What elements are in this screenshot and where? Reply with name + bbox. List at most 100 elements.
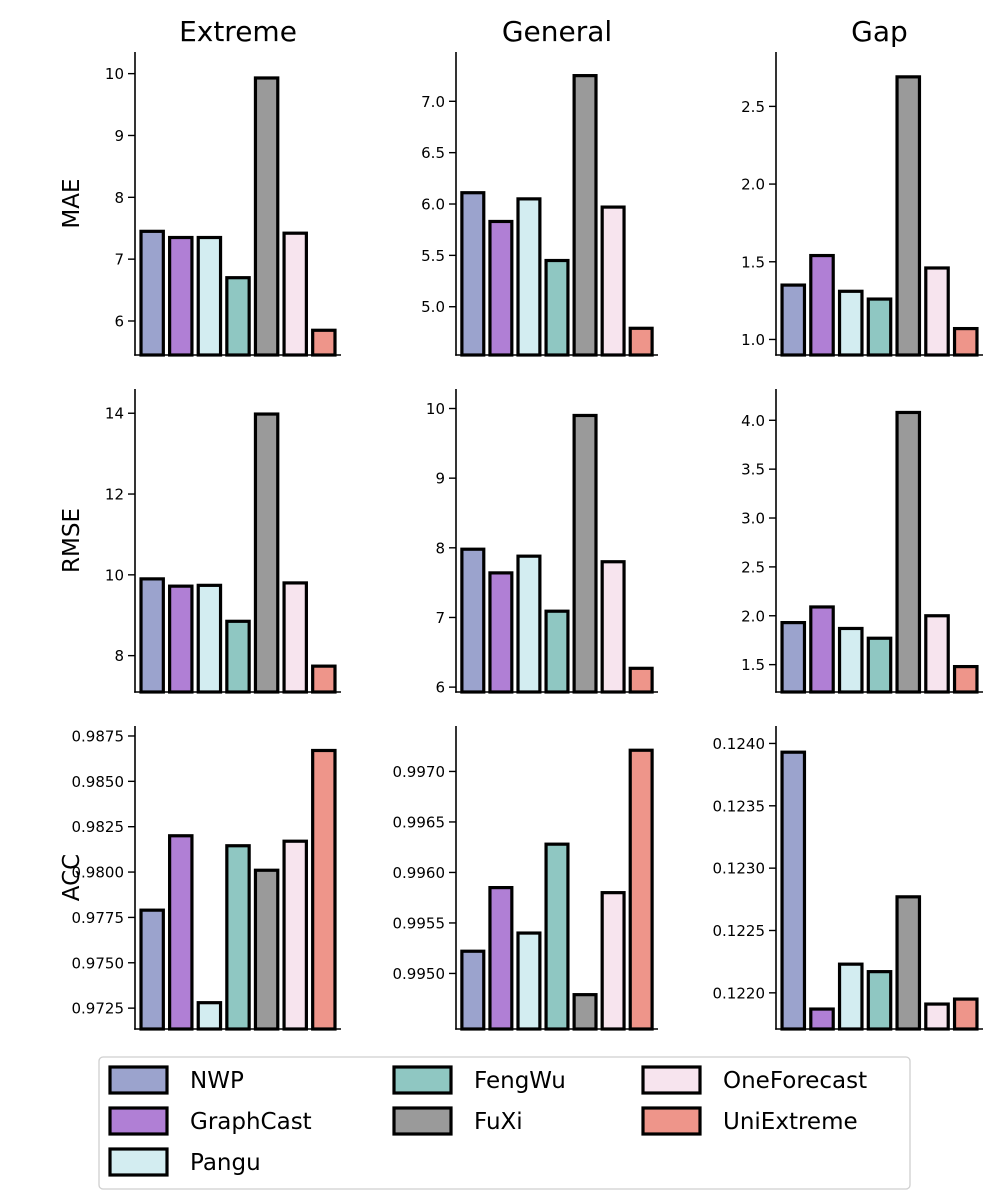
bar-uniextreme xyxy=(311,328,337,357)
subplot-acc-extreme: 0.9725 0.9750 0.9775 0.9800 0.9825 0.9850 0.98… xyxy=(59,726,341,1031)
y-tick-label: 3.5 xyxy=(741,461,765,479)
bar-uniextreme xyxy=(311,664,337,694)
bar-nwp xyxy=(139,229,165,357)
bar-fengwu xyxy=(866,297,893,357)
bar-fengwu xyxy=(225,844,251,1031)
y-tick-label: 0.9955 xyxy=(393,914,446,932)
bar-uniextreme xyxy=(952,326,979,357)
y-tick-label: 8 xyxy=(114,189,124,207)
bar-pangu xyxy=(516,554,542,694)
y-tick-label: 9 xyxy=(114,127,124,145)
bar-nwp xyxy=(460,191,486,357)
bar-fengwu xyxy=(544,258,570,357)
y-tick-label: 6.5 xyxy=(421,144,445,162)
bar-uniextreme xyxy=(952,664,979,694)
bar-uniextreme xyxy=(952,997,979,1031)
bar-graphcast xyxy=(168,834,194,1031)
y-tick-label: 7 xyxy=(114,251,124,269)
bar-pangu xyxy=(196,235,223,357)
bar-fengwu xyxy=(225,619,251,694)
bar-uniextreme xyxy=(311,748,337,1031)
bar-pangu xyxy=(516,931,542,1031)
bar-oneforecast xyxy=(600,205,626,357)
bar-nwp xyxy=(460,949,486,1031)
bar-fengwu xyxy=(866,636,893,694)
subplot-acc-general: 0.9950 0.9955 0.9960 0.9965 0.9970 xyxy=(393,726,658,1031)
y-tick-label: 0.9825 xyxy=(72,818,125,836)
y-tick-label: 10 xyxy=(105,566,124,584)
y-tick-label: 0.1230 xyxy=(713,860,766,878)
bar-oneforecast xyxy=(282,581,308,694)
subplot-mae-gap: 1.0 1.5 2.0 2.5 Gap xyxy=(741,15,983,357)
bar-graphcast xyxy=(488,885,514,1031)
bar-nwp xyxy=(780,283,807,357)
y-tick-label: 0.1220 xyxy=(713,984,766,1002)
y-tick-label: 7.0 xyxy=(421,93,445,111)
y-tick-label: 3.0 xyxy=(741,510,765,528)
subplot-mae-extreme: 6 7 8 9 10 Extreme MAE xyxy=(59,15,341,357)
bar-pangu xyxy=(837,962,864,1031)
column-title: Gap xyxy=(851,15,908,48)
bar-fuxi xyxy=(253,868,280,1031)
y-tick-label: 9 xyxy=(435,470,445,488)
subplot-rmse-extreme: 8 10 12 14 RMSE xyxy=(59,389,341,694)
bar-fuxi xyxy=(572,993,598,1031)
y-tick-label: 2.0 xyxy=(741,607,765,625)
bar-fengwu xyxy=(225,276,251,357)
subplot-acc-gap: 0.1220 0.1225 0.1230 0.1235 0.1240 xyxy=(713,726,983,1031)
bar-pangu xyxy=(196,583,223,694)
bar-nwp xyxy=(780,620,807,694)
legend-label: OneForecast xyxy=(723,1068,867,1094)
bar-fuxi xyxy=(895,75,922,357)
bar-oneforecast xyxy=(924,614,950,694)
y-tick-label: 0.9725 xyxy=(72,1000,125,1018)
y-tick-label: 0.9800 xyxy=(72,864,125,882)
bar-fuxi xyxy=(895,895,922,1031)
legend-swatch xyxy=(392,1065,453,1095)
legend-item-pangu: Pangu xyxy=(108,1147,261,1177)
legend-item-fengwu: FengWu xyxy=(392,1065,566,1095)
y-tick-label: 1.5 xyxy=(741,253,765,271)
y-tick-label: 0.9875 xyxy=(72,727,125,745)
bar-fuxi xyxy=(253,76,280,357)
bar-graphcast xyxy=(488,571,514,694)
bar-oneforecast xyxy=(600,891,626,1031)
bar-fuxi xyxy=(895,410,922,694)
legend: NWP GraphCast Pangu FengWu FuXi OneForecast Un… xyxy=(98,1056,911,1190)
bar-graphcast xyxy=(809,1007,835,1031)
legend-label: FengWu xyxy=(474,1068,566,1094)
y-tick-label: 1.0 xyxy=(741,331,765,349)
legend-swatch xyxy=(392,1106,453,1136)
bar-uniextreme xyxy=(628,748,654,1031)
y-tick-label: 0.1240 xyxy=(713,735,766,753)
legend-swatch xyxy=(641,1065,702,1095)
y-tick-label: 2.0 xyxy=(741,176,765,194)
bar-fuxi xyxy=(572,74,598,357)
legend-swatch xyxy=(108,1065,169,1095)
bar-nwp xyxy=(139,908,165,1031)
bar-fuxi xyxy=(572,413,598,694)
y-tick-label: 1.5 xyxy=(741,656,765,674)
y-tick-label: 0.9970 xyxy=(393,763,446,781)
subplot-mae-general: 5.0 5.5 6.0 6.5 7.0 General xyxy=(421,15,658,357)
bar-graphcast xyxy=(809,253,835,357)
y-tick-label: 6 xyxy=(435,679,445,697)
legend-item-nwp: NWP xyxy=(108,1065,244,1095)
bar-nwp xyxy=(780,750,807,1031)
legend-label: NWP xyxy=(190,1068,244,1094)
legend-frame xyxy=(98,1056,911,1190)
y-tick-label: 2.5 xyxy=(741,558,765,576)
legend-item-uniextreme: UniExtreme xyxy=(641,1106,858,1136)
legend-label: UniExtreme xyxy=(723,1109,858,1135)
bar-oneforecast xyxy=(600,560,626,694)
y-tick-label: 0.1225 xyxy=(713,922,766,940)
y-tick-label: 14 xyxy=(105,405,124,423)
bar-nwp xyxy=(139,577,165,694)
bar-uniextreme xyxy=(628,326,654,357)
y-tick-label: 6.0 xyxy=(421,196,445,214)
bar-uniextreme xyxy=(628,666,654,694)
bar-fuxi xyxy=(253,412,280,694)
bar-oneforecast xyxy=(924,266,950,357)
bar-graphcast xyxy=(809,605,835,694)
